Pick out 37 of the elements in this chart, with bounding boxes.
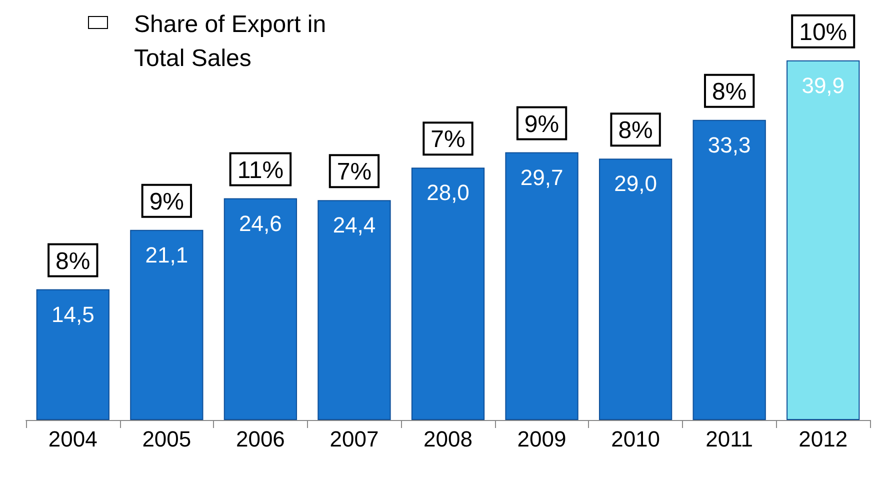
x-tick-label: 2009 [517, 426, 566, 452]
annotation: 7% [336, 158, 372, 186]
x-tick-label: 2008 [424, 426, 472, 452]
bar [411, 168, 485, 420]
annotation: 8% [712, 78, 747, 106]
bar [224, 198, 298, 420]
x-tick-label: 2006 [236, 426, 285, 452]
data-label: 24,6 [239, 210, 282, 236]
x-tick-label: 2007 [330, 426, 379, 452]
data-label: 24,4 [332, 212, 376, 238]
data-label: 14,5 [51, 302, 94, 327]
legend-title: Share of Export in Total Sales [134, 10, 328, 74]
bar [318, 200, 391, 420]
data-label: 33,3 [708, 132, 751, 158]
bar [130, 230, 204, 420]
x-tick-label: 2010 [611, 426, 660, 452]
x-tick-label: 2005 [142, 426, 192, 452]
x-tick-label: 2004 [48, 426, 98, 452]
data-label: 28,0 [426, 180, 470, 206]
annotation: 8% [56, 248, 90, 275]
data-label: 29,0 [614, 171, 657, 196]
x-tick-label: 2011 [706, 426, 753, 452]
annotation: 7% [430, 126, 466, 154]
bar [786, 60, 860, 420]
annotation: 9% [149, 188, 184, 216]
bar [36, 289, 110, 420]
annotation: 8% [618, 117, 653, 144]
annotation: 11% [237, 156, 284, 184]
bar [505, 152, 578, 420]
x-tick-label: 2012 [798, 426, 848, 452]
data-label: 21,1 [145, 242, 188, 268]
annotation: 10% [799, 18, 848, 46]
data-label: 29,7 [520, 164, 564, 190]
bar [692, 120, 766, 420]
data-label: 39,9 [802, 72, 845, 98]
annotation: 9% [524, 110, 560, 138]
bar [598, 158, 672, 420]
